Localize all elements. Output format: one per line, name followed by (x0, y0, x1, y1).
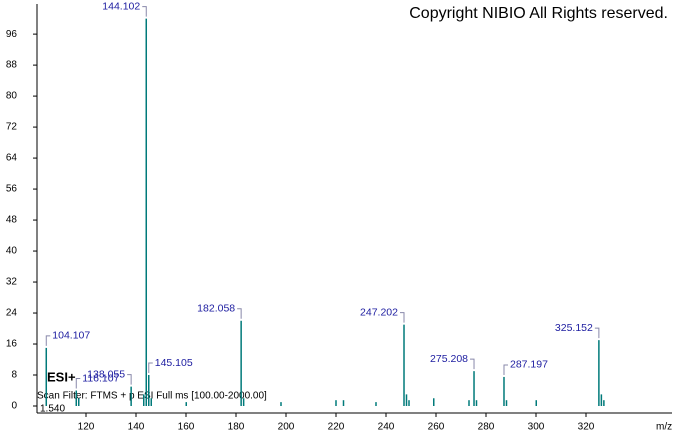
x-tick-label: 160 (178, 422, 195, 433)
y-tick-label: 80 (6, 91, 18, 102)
label-leader (470, 358, 475, 370)
peak-label: 287.197 (510, 359, 548, 371)
x-tick-label: 140 (128, 422, 145, 433)
y-tick-label: 40 (6, 246, 18, 257)
y-tick-label: 0 (11, 401, 17, 412)
label-leader (237, 308, 242, 319)
peak-label: 182.058 (197, 303, 235, 315)
label-leader (45, 335, 51, 346)
ionization: ESI+ (47, 369, 76, 384)
x-tick-label: 120 (78, 422, 95, 433)
peak-label: 144.102 (102, 0, 140, 12)
peak-label: 247.202 (360, 306, 398, 318)
peak-label: 116.107 (82, 372, 119, 384)
retention-time: 1.540 (40, 404, 65, 415)
peak-label: 275.208 (430, 353, 468, 365)
y-tick-label: 56 (6, 184, 18, 195)
peak-label: 138.055 (87, 368, 125, 380)
y-tick-label: 32 (6, 277, 18, 288)
x-tick-label: 220 (328, 422, 345, 433)
scan-filter: Scan Filter: FTMS + p ESI Full ms [100.0… (37, 391, 267, 402)
label-leader (400, 312, 405, 323)
y-tick-label: 16 (6, 339, 18, 350)
label-leader (142, 6, 147, 17)
x-tick-label: 300 (528, 422, 545, 433)
y-tick-label: 24 (6, 308, 18, 319)
x-tick-label: 260 (428, 422, 445, 433)
y-tick-label: 96 (6, 29, 18, 40)
x-tick-label: 180 (228, 422, 245, 433)
y-tick-label: 72 (6, 122, 18, 133)
peak-label: 104.107 (52, 330, 90, 342)
y-tick-label: 8 (11, 370, 17, 381)
x-axis-label: m/z (656, 422, 672, 433)
label-leader (75, 378, 81, 389)
y-tick-label: 48 (6, 215, 18, 226)
x-tick-label: 280 (478, 422, 495, 433)
x-tick-label: 240 (378, 422, 395, 433)
y-tick-label: 88 (6, 60, 18, 71)
label-leader (148, 362, 153, 374)
peak-label: 145.105 (155, 357, 193, 369)
y-tick-label: 64 (6, 153, 18, 164)
x-tick-label: 320 (578, 422, 595, 433)
x-tick-label: 200 (278, 422, 295, 433)
label-leader (594, 327, 600, 339)
peak-label: 325.152 (555, 322, 593, 334)
label-leader (503, 364, 508, 375)
copyright: Copyright NIBIO All Rights reserved. (409, 5, 668, 22)
label-leader (127, 374, 132, 385)
